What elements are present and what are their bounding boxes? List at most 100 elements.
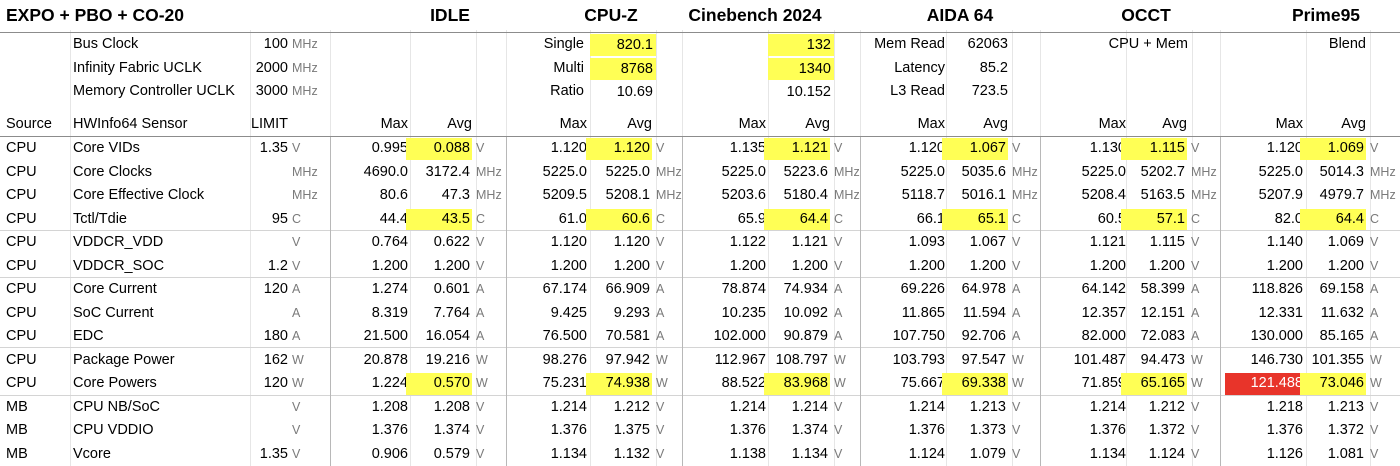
sensor-limit [236, 184, 288, 208]
avg-value: 90.879 [783, 328, 828, 344]
value-unit: W [476, 376, 488, 390]
max-value: 61.0 [558, 210, 587, 227]
avg-value: 5016.1 [961, 187, 1006, 203]
sensor-limit: 120 [263, 281, 288, 297]
max-value: 0.995 [371, 140, 408, 156]
sensor-name: Core Effective Clock [73, 187, 205, 203]
value-unit: W [656, 352, 668, 367]
avg-value: 5163.5 [1140, 187, 1185, 203]
avg-value: 64.4 [764, 208, 830, 230]
max-value: 118.826 [1251, 281, 1303, 297]
value-unit: A [834, 305, 843, 320]
sensor-limit [236, 161, 288, 185]
benchmark-header: IDLE [430, 5, 470, 25]
column-gridline [410, 30, 411, 466]
avg-value: 1.200 [433, 257, 470, 274]
cpuz-score-value: 820.1 [590, 34, 656, 56]
value-unit: V [476, 141, 485, 155]
aida-score-value: 85.2 [979, 60, 1008, 76]
avg-value: 1.081 [1327, 445, 1364, 462]
avg-value: 1.067 [969, 234, 1006, 250]
sensor-source: MB [6, 422, 28, 438]
value-unit: W [1370, 352, 1382, 367]
value-unit: MHz [656, 164, 682, 179]
avg-value: 1.200 [969, 257, 1006, 274]
column-gridline [1012, 30, 1013, 466]
avg-value: 66.909 [605, 281, 650, 297]
sensor-limit: 120 [263, 375, 288, 391]
max-value: 1.120 [908, 140, 945, 156]
row-group-rule [0, 347, 1400, 348]
max-value: 1.200 [908, 257, 945, 274]
max-value: 78.874 [721, 281, 766, 297]
avg-value: 0.622 [433, 234, 470, 250]
value-unit: V [1012, 235, 1021, 249]
max-value: 5207.9 [1258, 187, 1303, 203]
sensor-source: CPU [6, 375, 37, 391]
value-unit: A [476, 329, 485, 343]
sensor-unit: V [292, 235, 301, 249]
benchmark-header: Cinebench 2024 [688, 5, 822, 25]
max-value: 130.000 [1250, 328, 1303, 344]
sensor-name: Core Clocks [73, 163, 152, 180]
value-unit: V [656, 423, 665, 437]
avg-value: 12.151 [1140, 304, 1185, 321]
avg-value: 65.1 [942, 208, 1008, 230]
value-unit: V [834, 258, 843, 273]
sensor-unit: A [292, 282, 301, 296]
sensor-column-header: HWInfo64 Sensor [73, 116, 188, 132]
avg-value: 1.069 [1327, 234, 1364, 250]
value-unit: W [476, 352, 488, 367]
value-unit: W [834, 352, 846, 367]
value-unit: A [1191, 305, 1200, 320]
max-value: 5225.0 [1258, 163, 1303, 180]
max-value: 82.000 [1081, 328, 1126, 344]
column-gridline [834, 30, 835, 466]
avg-value: 5208.1 [605, 187, 650, 203]
avg-value: 1.079 [969, 445, 1006, 462]
max-value: 1.126 [1266, 445, 1303, 462]
value-unit: V [476, 446, 485, 461]
max-value: 1.200 [371, 257, 408, 274]
avg-value: 1.132 [613, 445, 650, 462]
sensor-name: Core VIDs [73, 140, 140, 156]
sensor-name: Core Powers [73, 375, 157, 391]
avg-value: 47.3 [441, 187, 470, 203]
value-unit: W [1370, 376, 1382, 390]
max-value: 64.142 [1081, 281, 1126, 297]
avg-value: 5180.4 [783, 187, 828, 203]
value-unit: V [1012, 258, 1021, 273]
value-unit: MHz [1191, 164, 1217, 179]
value-unit: V [1191, 446, 1200, 461]
sensor-name: Core Current [73, 281, 157, 297]
value-unit: W [656, 376, 668, 390]
max-value: 69.226 [900, 281, 945, 297]
value-unit: MHz [834, 188, 860, 202]
max-value: 76.500 [542, 328, 587, 344]
sensor-limit: 1.2 [267, 257, 288, 274]
max-value: 1.200 [1266, 257, 1303, 274]
max-value: 82.0 [1274, 210, 1303, 227]
sensor-limit: 1.35 [259, 445, 288, 462]
avg-value: 5202.7 [1140, 163, 1185, 180]
max-value: 102.000 [713, 328, 766, 344]
max-value: 10.235 [721, 304, 766, 321]
cinebench-score-value: 10.152 [786, 84, 831, 100]
config-label: Memory Controller UCLK [73, 83, 235, 99]
max-value: 65.9 [737, 210, 766, 227]
value-unit: V [1012, 141, 1021, 155]
avg-value: 58.399 [1140, 281, 1185, 297]
max-value: 1.214 [1089, 398, 1126, 415]
value-unit: A [476, 305, 485, 320]
avg-value: 1.121 [791, 234, 828, 250]
avg-value: 69.158 [1319, 281, 1364, 297]
config-value: 3000 [255, 83, 288, 99]
max-value: 4690.0 [363, 163, 408, 180]
max-value: 1.093 [908, 234, 945, 250]
config-value: 100 [263, 36, 288, 52]
max-value: 21.500 [363, 328, 408, 344]
avg-value: 85.165 [1319, 328, 1364, 344]
value-unit: V [656, 399, 665, 414]
avg-value: 1.200 [613, 257, 650, 274]
avg-value: 43.5 [406, 208, 472, 230]
